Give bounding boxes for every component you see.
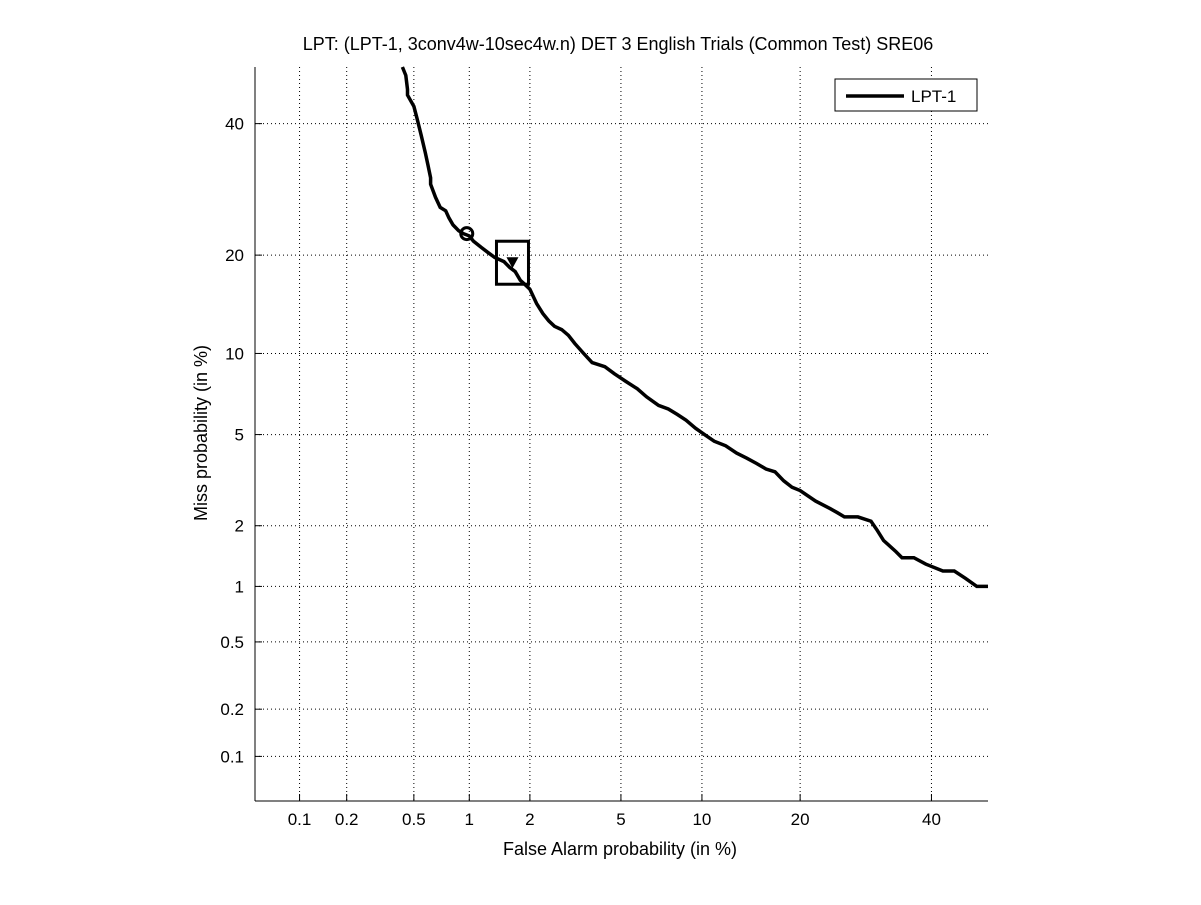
y-tick-labels: 0.1 0.2 0.5 1 2 5 10 20 40 xyxy=(220,115,244,767)
x-tick-label-0.1: 0.1 xyxy=(288,810,312,829)
x-tick-label-10: 10 xyxy=(692,810,711,829)
x-tick-label-40: 40 xyxy=(922,810,941,829)
x-tick-label-0.5: 0.5 xyxy=(402,810,426,829)
marker-circle xyxy=(459,226,475,242)
y-tick-label-10: 10 xyxy=(225,344,244,363)
series-layer xyxy=(400,66,988,589)
x-axis-label: False Alarm probability (in %) xyxy=(503,839,737,859)
y-tick-label-0.2: 0.2 xyxy=(220,700,244,719)
y-tick-label-20: 20 xyxy=(225,246,244,265)
y-tick-label-1: 1 xyxy=(235,577,244,596)
x-tick-labels: 0.1 0.2 0.5 1 2 5 10 20 40 xyxy=(288,810,941,829)
operating-point-markers xyxy=(459,226,530,286)
series-line-lpt-1 xyxy=(400,66,988,589)
legend: LPT-1 xyxy=(834,78,978,112)
y-tick-label-0.5: 0.5 xyxy=(220,633,244,652)
x-tick-label-0.2: 0.2 xyxy=(335,810,359,829)
x-tick-label-1: 1 xyxy=(465,810,474,829)
marker-square xyxy=(494,239,530,286)
x-tick-label-2: 2 xyxy=(525,810,534,829)
x-tick-label-5: 5 xyxy=(616,810,625,829)
y-tick-label-5: 5 xyxy=(235,426,244,445)
y-tick-label-0.1: 0.1 xyxy=(220,747,244,766)
legend-label-lpt-1: LPT-1 xyxy=(911,87,956,106)
y-tick-label-2: 2 xyxy=(235,517,244,536)
y-axis-label: Miss probability (in %) xyxy=(191,345,211,521)
chart-title: LPT: (LPT-1, 3conv4w-10sec4w.n) DET 3 En… xyxy=(303,34,934,54)
x-tick-label-20: 20 xyxy=(791,810,810,829)
grid-lines xyxy=(255,67,988,801)
y-tick-label-40: 40 xyxy=(225,115,244,134)
axes xyxy=(254,67,988,802)
marker-square-triangle xyxy=(506,257,519,269)
